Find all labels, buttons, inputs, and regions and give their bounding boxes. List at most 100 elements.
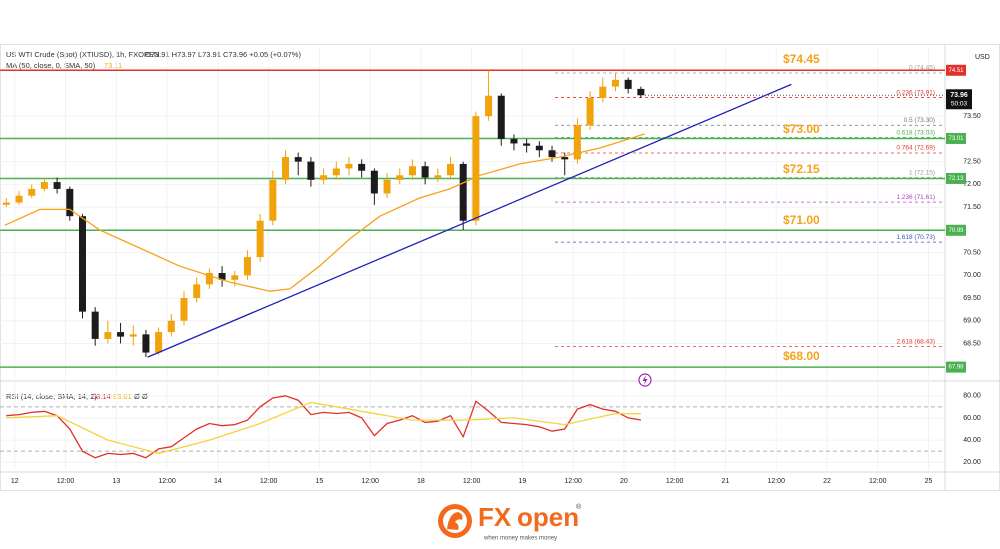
x-tick-label: 12:00 <box>564 478 582 485</box>
price-tag-label: 70.99 <box>948 228 964 234</box>
x-tick-label: 12:00 <box>57 478 75 485</box>
level-annotation: $74.45 <box>783 52 820 66</box>
y-tick-label: 73.50 <box>963 113 981 120</box>
fib-label: 2.618 (68.43) <box>896 338 935 345</box>
fib-label: 1.236 (71.61) <box>896 194 935 201</box>
candle-body <box>2 202 10 205</box>
series-line <box>6 401 641 455</box>
candle-body <box>218 273 226 280</box>
candle-body <box>358 163 366 171</box>
y-tick-label: 71.50 <box>963 204 981 211</box>
rsi-tick-label: 60.00 <box>963 415 981 422</box>
logo-tagline: when money makes money <box>483 536 557 542</box>
candle-body <box>421 166 429 178</box>
candle-body <box>497 95 505 139</box>
fib-label: 1 (72.15) <box>909 169 935 176</box>
alert-icon[interactable] <box>638 373 652 387</box>
candle-body <box>447 163 455 176</box>
chart-title: US WTI Crude (Spot) (XTIUSD), 1h, FXOPEN <box>6 50 159 59</box>
series-line <box>4 133 645 292</box>
candle-body <box>117 332 125 337</box>
candle-body <box>396 175 404 180</box>
price-tag <box>946 132 966 144</box>
candle-body <box>624 79 632 89</box>
x-tick-label: 19 <box>519 478 527 485</box>
candle-body <box>28 188 36 196</box>
candle-body <box>320 175 328 180</box>
logo-open: open <box>517 502 579 532</box>
currency: USD <box>975 54 990 61</box>
x-tick-label: 12:00 <box>361 478 379 485</box>
price-tag-label: 73.01 <box>948 136 964 142</box>
candle-body <box>53 182 61 189</box>
candle-body <box>104 332 112 339</box>
y-tick-label: 68.50 <box>963 340 981 347</box>
candle-body <box>307 161 315 180</box>
candle-body <box>269 179 277 221</box>
candle-body <box>78 216 86 312</box>
fib-label: 0 (74.45) <box>909 65 935 72</box>
price-tag <box>946 224 966 236</box>
ma-legend: MA (50, close, 0, SMA, 50) <box>6 61 96 70</box>
candle-body <box>15 195 23 203</box>
candle-body <box>459 163 467 221</box>
last-price-tag <box>946 89 972 110</box>
candle-body <box>523 143 531 146</box>
level-annotation: $73.00 <box>783 122 820 136</box>
rsi-extra: Ø Ø <box>134 392 148 401</box>
candle-body <box>243 257 251 276</box>
candle-body <box>611 79 619 87</box>
countdown: 50:03 <box>951 100 968 107</box>
candle-body <box>535 145 543 151</box>
price-tag <box>946 361 966 373</box>
price-tag-label: 74.51 <box>948 68 964 74</box>
x-tick-label: 12 <box>11 478 19 485</box>
candle-body <box>586 98 594 126</box>
candle-body <box>408 166 416 176</box>
level-annotation: $68.00 <box>783 349 820 363</box>
x-tick-label: 12:00 <box>463 478 481 485</box>
rsi-legend: RSI (14, close, SMA, 14, 2) <box>6 392 97 401</box>
level-annotation: $72.15 <box>783 162 820 176</box>
series-line <box>6 395 642 459</box>
x-tick-label: 25 <box>925 478 933 485</box>
rsi-tick-label: 80.00 <box>963 393 981 400</box>
candle-body <box>91 311 99 339</box>
ma-value: 73.11 <box>104 61 122 70</box>
candle-body <box>282 157 290 180</box>
fib-label: 0.5 (73.30) <box>904 117 935 124</box>
x-tick-label: 18 <box>417 478 425 485</box>
level-annotation: $71.00 <box>783 213 820 227</box>
candle-body <box>510 138 518 144</box>
x-tick-label: 21 <box>722 478 730 485</box>
candle-body <box>205 273 213 285</box>
candle-body <box>370 170 378 194</box>
x-tick-label: 12:00 <box>666 478 684 485</box>
price-tag-label: 67.98 <box>948 365 964 371</box>
y-tick-label: 70.50 <box>963 249 981 256</box>
candle-body <box>40 182 48 189</box>
y-tick-label: 69.00 <box>963 318 981 325</box>
x-tick-label: 13 <box>112 478 120 485</box>
series-line <box>147 83 792 358</box>
candle-body <box>332 168 340 176</box>
x-tick-label: 12:00 <box>158 478 176 485</box>
y-tick-label: 69.50 <box>963 295 981 302</box>
candle-body <box>256 220 264 258</box>
candle-body <box>129 334 137 337</box>
y-tick-label: 70.00 <box>963 272 981 279</box>
candle-body <box>561 157 569 160</box>
logo <box>438 504 472 538</box>
last-price-label: 73.96 <box>950 92 968 99</box>
rsi-tick-label: 40.00 <box>963 437 981 444</box>
fib-label: 1.618 (70.73) <box>896 234 935 241</box>
x-tick-label: 22 <box>823 478 831 485</box>
x-tick-label: 12:00 <box>869 478 887 485</box>
x-tick-label: 15 <box>315 478 323 485</box>
price-tag <box>946 172 966 184</box>
price-tag-label: 72.13 <box>948 176 964 182</box>
rsi-tick-label: 20.00 <box>963 459 981 466</box>
y-tick-label: 72.50 <box>963 158 981 165</box>
fib-label: 0.618 (73.03) <box>896 129 935 136</box>
